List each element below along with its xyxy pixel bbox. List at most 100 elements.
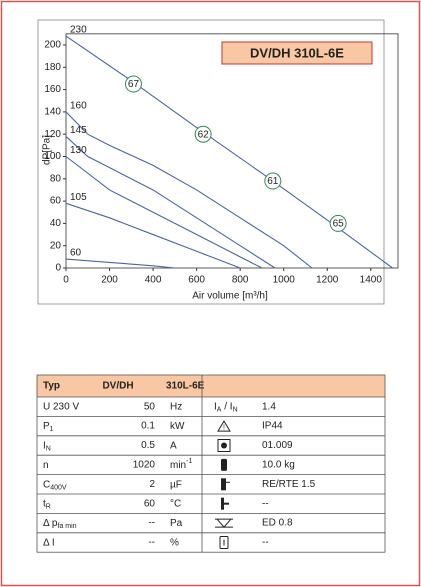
- cell-text: Δ I: [43, 537, 55, 548]
- x-tick-label: 800: [232, 275, 249, 286]
- cell-text: C: [43, 479, 50, 490]
- icon-star: [221, 442, 227, 449]
- y-tick-label: 180: [44, 62, 61, 73]
- table-cell: --: [262, 537, 269, 548]
- y-axis-label: dP[Pa]: [42, 135, 53, 165]
- plot-area: [65, 33, 399, 269]
- table-header: 310L-6E: [166, 381, 205, 392]
- cell-text: A: [170, 440, 177, 451]
- fan-curve: [65, 202, 241, 269]
- cell-text: t: [43, 498, 46, 509]
- table-cell: n: [43, 460, 49, 471]
- curve-label: 105: [70, 192, 87, 203]
- curve-label: 60: [70, 248, 82, 259]
- cell-text: n: [43, 460, 49, 471]
- icon-pressure: [215, 518, 233, 528]
- y-tick-label: 60: [50, 196, 62, 207]
- cell-sub: R: [46, 504, 51, 511]
- table-cell: Pa: [170, 518, 183, 529]
- icon-current: [219, 536, 229, 549]
- cell-text: °C: [170, 498, 181, 509]
- table-cell: --: [148, 537, 155, 548]
- x-tick-label: 600: [188, 275, 205, 286]
- curve-label: 160: [70, 101, 87, 112]
- icon-warning: [217, 420, 231, 432]
- icon-temp: [221, 497, 224, 510]
- cell-text: min: [170, 460, 186, 471]
- cell-text: Hz: [170, 401, 182, 412]
- x-tick-label: 400: [145, 275, 162, 286]
- table-cell: Δ pfa min: [43, 518, 77, 531]
- efficiency-marker: [194, 125, 212, 143]
- title-box: [221, 41, 373, 65]
- table-cell: Hz: [170, 401, 182, 412]
- table-cell: 1020: [133, 460, 156, 471]
- y-tick-label: 0: [55, 263, 61, 274]
- efficiency-marker: [124, 75, 142, 93]
- cell-text: I: [43, 440, 46, 451]
- cell-text: Δ p: [43, 518, 58, 529]
- cell-text: %: [170, 537, 179, 548]
- cell-sup: -1: [186, 458, 192, 465]
- fan-curve: [65, 258, 175, 269]
- table-cell: ED 0.8: [262, 518, 293, 529]
- cell-text: kW: [170, 421, 185, 432]
- table-cell: 2: [149, 479, 155, 490]
- table-cell: 01.009: [262, 440, 293, 451]
- x-axis-label: Air volume [m³/h]: [192, 291, 268, 302]
- cell-sub: fa min: [57, 523, 76, 530]
- cell-text: µF: [170, 479, 182, 490]
- curve-label: 145: [70, 125, 87, 136]
- table-border: [36, 374, 386, 553]
- table-cell: C400V: [43, 479, 67, 492]
- efficiency-marker: [329, 214, 347, 232]
- efficiency-label: 62: [198, 129, 210, 140]
- efficiency-label: 67: [128, 79, 140, 90]
- table-cell: kW: [170, 421, 185, 432]
- y-tick-label: 20: [50, 240, 62, 251]
- y-tick-label: 160: [44, 84, 61, 95]
- cell-sub: 400V: [50, 485, 67, 492]
- table-cell: --: [148, 518, 155, 529]
- y-tick-label: 40: [50, 218, 62, 229]
- cell-sub: N: [46, 446, 51, 453]
- table-cell: IN: [43, 440, 51, 453]
- table-cell: %: [170, 537, 179, 548]
- cell-sub: N: [233, 407, 238, 414]
- chart-title: DV/DH 310L-6E: [250, 45, 344, 60]
- cell-sub: A: [217, 407, 222, 414]
- fan-curve: [65, 156, 263, 269]
- icon-mark: !: [223, 424, 225, 431]
- cell-text: I: [214, 401, 217, 412]
- table-cell: °C: [170, 498, 181, 509]
- x-tick-label: 0: [63, 275, 69, 286]
- y-tick-label: 200: [44, 40, 61, 51]
- table-cell: RE/RTE 1.5: [262, 479, 316, 490]
- table-cell: Δ I: [43, 537, 55, 548]
- y-tick-label: 80: [50, 173, 62, 184]
- cell-text: Pa: [170, 518, 183, 529]
- table-header-bg: [37, 375, 385, 397]
- table-cell: 0.5: [141, 440, 155, 451]
- cell-text: P: [43, 421, 50, 432]
- efficiency-marker: [264, 172, 282, 190]
- icon-cap: [221, 478, 226, 491]
- fan-curve: [65, 111, 313, 269]
- table-cell: 1.4: [262, 401, 276, 412]
- table-cell: 60: [144, 498, 156, 509]
- fan-curve: [65, 136, 276, 269]
- x-tick-label: 1200: [316, 275, 339, 286]
- y-tick-label: 140: [44, 107, 61, 118]
- table-cell: tR: [43, 498, 51, 511]
- table-cell: min-1: [170, 458, 192, 470]
- table-header: Typ: [43, 381, 60, 392]
- curve-label: 230: [70, 25, 87, 36]
- table-cell: --: [262, 498, 269, 509]
- efficiency-label: 61: [267, 176, 279, 187]
- efficiency-label: 65: [333, 219, 345, 230]
- table-cell: IP44: [262, 421, 283, 432]
- x-tick-label: 1000: [273, 275, 296, 286]
- cell-text: U 230 V: [43, 401, 79, 412]
- table-cell: 10.0 kg: [262, 460, 295, 471]
